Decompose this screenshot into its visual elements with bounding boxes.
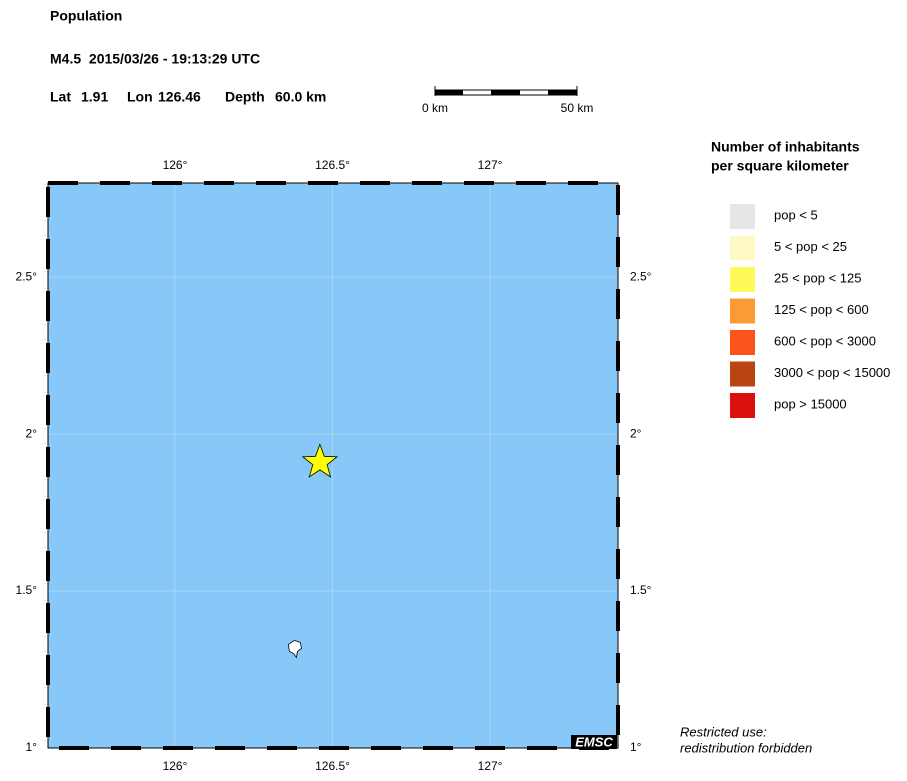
legend-title: per square kilometer xyxy=(711,158,849,174)
notice: Restricted use: xyxy=(680,724,767,739)
legend-label: 3000 < pop < 15000 xyxy=(774,365,890,380)
lat-tick-label: 2.5° xyxy=(630,269,652,283)
legend-label: 25 < pop < 125 xyxy=(774,270,861,285)
scale-bar xyxy=(434,86,578,96)
legend-label: 600 < pop < 3000 xyxy=(774,333,876,348)
legend-label: 125 < pop < 600 xyxy=(774,302,869,317)
lon-tick-label: 127° xyxy=(478,158,503,172)
scale-start: 0 km xyxy=(422,101,448,115)
lat-tick-label: 1.5° xyxy=(630,583,652,597)
legend-label: pop > 15000 xyxy=(774,396,847,411)
lon-tick-label: 126.5° xyxy=(315,759,350,773)
lat-label: Lat xyxy=(50,89,71,105)
lon-tick-label: 126.5° xyxy=(315,158,350,172)
lon-label: Lon xyxy=(127,89,153,105)
legend-label: pop < 5 xyxy=(774,207,818,222)
depth-value: 60.0 km xyxy=(275,89,326,105)
lon-value: 126.46 xyxy=(158,89,201,105)
legend-swatch xyxy=(730,330,755,355)
lat-tick-label: 2.5° xyxy=(16,269,38,283)
lat-tick-label: 1° xyxy=(26,740,38,754)
map-frame xyxy=(46,181,620,750)
lat-tick-label: 2° xyxy=(630,426,642,440)
lat-tick-label: 2° xyxy=(26,426,38,440)
island xyxy=(287,639,302,659)
lat-tick-label: 1.5° xyxy=(16,583,38,597)
legend-swatch xyxy=(730,204,755,229)
legend-label: 5 < pop < 25 xyxy=(774,239,847,254)
lon-tick-label: 126° xyxy=(163,158,188,172)
credit-box xyxy=(571,735,617,749)
depth-label: Depth xyxy=(225,89,265,105)
legend-title: Number of inhabitants xyxy=(711,139,860,155)
lat-tick-label: 1° xyxy=(630,740,642,754)
title: Population xyxy=(50,8,122,24)
lon-tick-label: 126° xyxy=(163,759,188,773)
notice: redistribution forbidden xyxy=(680,740,812,755)
credit: EMSC xyxy=(575,734,613,749)
epicenter xyxy=(301,443,339,478)
legend-swatch xyxy=(730,393,755,418)
legend-swatch xyxy=(730,235,755,261)
lon-tick-label: 127° xyxy=(478,759,503,773)
event-info: M4.5 2015/03/26 - 19:13:29 UTC xyxy=(50,51,260,67)
legend-swatch xyxy=(730,298,755,324)
legend-swatch xyxy=(730,361,755,387)
scale-end: 50 km xyxy=(561,101,594,115)
lat-value: 1.91 xyxy=(81,89,108,105)
legend-swatch xyxy=(730,267,755,292)
